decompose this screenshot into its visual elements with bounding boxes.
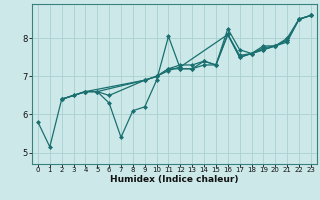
- X-axis label: Humidex (Indice chaleur): Humidex (Indice chaleur): [110, 175, 239, 184]
